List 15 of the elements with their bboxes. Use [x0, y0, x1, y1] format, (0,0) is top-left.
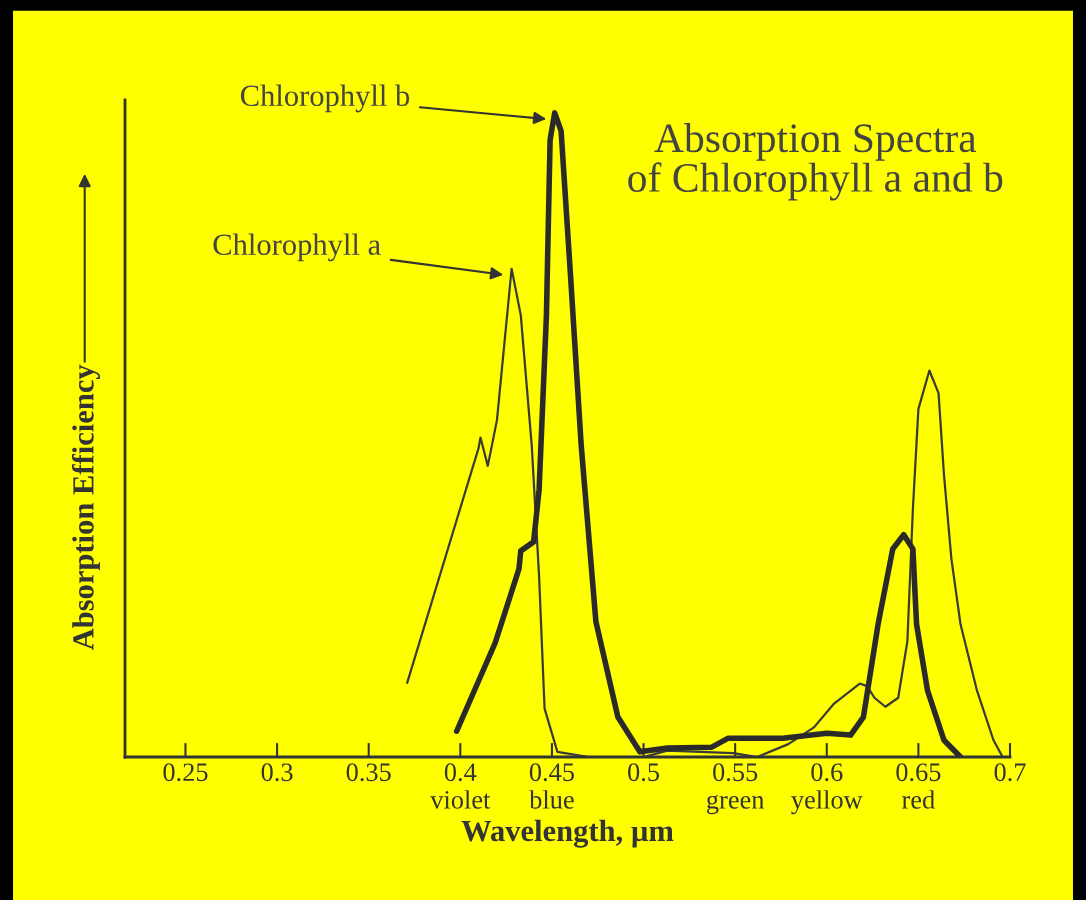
x-tick-label: 0.55 green	[706, 763, 765, 815]
x-tick-label: 0.45 blue	[529, 763, 574, 809]
x-tick-label: 0.5	[628, 763, 659, 782]
y-axis-title: Absorption Efficiency	[71, 364, 100, 651]
text: Absorption Spectra of Chlorophyll a and b	[628, 122, 1003, 201]
x-tick-label: 0.6 yellow	[791, 763, 863, 815]
x-tick-label: 0.25	[163, 763, 208, 782]
x-tick-label: 0.7	[994, 763, 1026, 782]
legend-label: Chlorophyll b	[240, 84, 410, 113]
x-tick-label: 0.4 violet	[430, 763, 491, 809]
x-tick-label: 0.3	[261, 763, 293, 782]
x-tick-label: 0.35	[346, 763, 391, 782]
x-axis-title: Wavelength, µm	[461, 819, 674, 848]
x-tick-label: 0.65 red	[896, 763, 941, 809]
legend-label: Chlorophyll a	[213, 233, 381, 262]
